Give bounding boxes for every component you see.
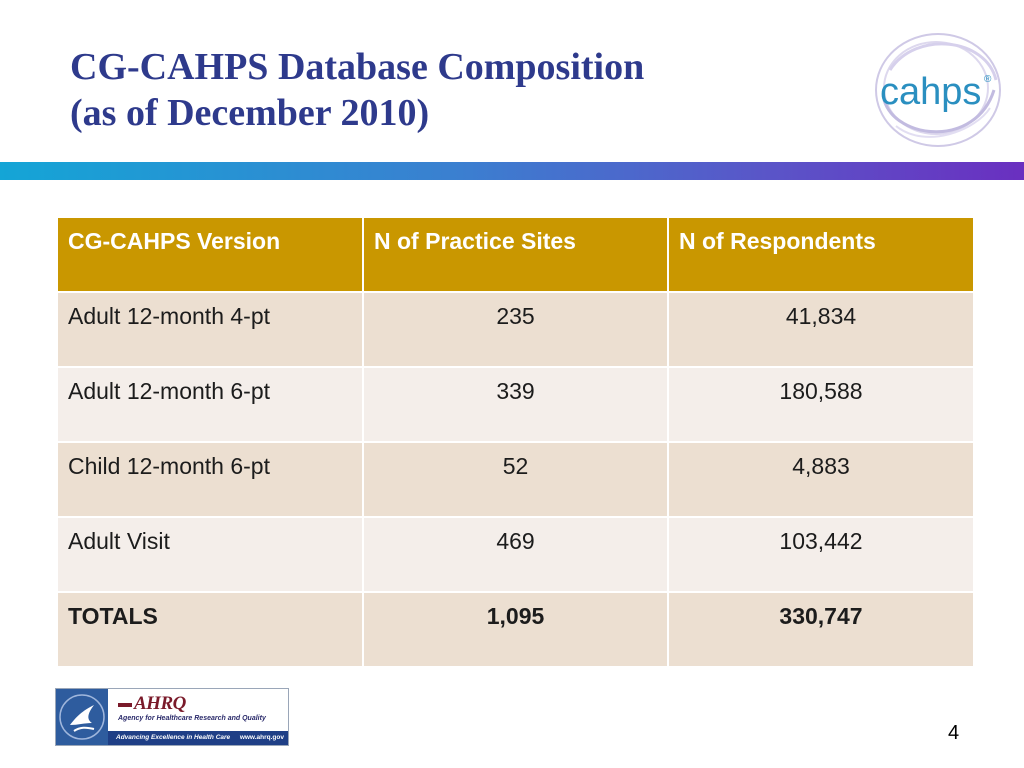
table-totals-row: TOTALS 1,095 330,747 — [56, 591, 975, 668]
cell-respondents: 180,588 — [667, 366, 975, 443]
ahrq-name: AHRQ — [134, 693, 186, 714]
ahrq-url: www.ahrq.gov — [239, 734, 284, 741]
column-header-practice-sites: N of Practice Sites — [362, 216, 669, 293]
cell-practice-sites: 339 — [362, 366, 669, 443]
table-row: Adult Visit 469 103,442 — [56, 516, 975, 593]
cell-practice-sites: 52 — [362, 441, 669, 518]
slide-title-line1: CG-CAHPS Database Composition — [70, 46, 645, 88]
header-divider-band — [0, 162, 1024, 180]
ahrq-tagline-strip: Advancing Excellence in Health Care www.… — [108, 731, 288, 745]
column-header-respondents: N of Respondents — [667, 216, 975, 293]
cell-total-practice-sites: 1,095 — [362, 591, 669, 668]
cell-respondents: 103,442 — [667, 516, 975, 593]
table-row: Child 12-month 6-pt 52 4,883 — [56, 441, 975, 518]
cell-practice-sites: 469 — [362, 516, 669, 593]
cell-total-respondents: 330,747 — [667, 591, 975, 668]
cahps-logo-registered: ® — [984, 74, 992, 85]
ahrq-full-name: Agency for Healthcare Research and Quali… — [118, 715, 266, 722]
database-composition-table: CG-CAHPS Version N of Practice Sites N o… — [56, 216, 975, 668]
hhs-eagle-icon — [56, 689, 108, 745]
page-number: 4 — [948, 722, 960, 744]
table-row: Adult 12-month 4-pt 235 41,834 — [56, 291, 975, 368]
cell-respondents: 41,834 — [667, 291, 975, 368]
cell-practice-sites: 235 — [362, 291, 669, 368]
cahps-logo-text: cahps — [880, 71, 981, 113]
cell-totals-label: TOTALS — [56, 591, 364, 668]
cahps-logo: cahps ® — [866, 30, 1006, 152]
ahrq-wordmark: AHRQ — [118, 693, 186, 715]
column-header-version: CG-CAHPS Version — [56, 216, 364, 293]
ahrq-tagline: Advancing Excellence in Health Care — [116, 734, 231, 741]
slide-title: CG-CAHPS Database Composition (as of Dec… — [70, 44, 644, 136]
table-header-row: CG-CAHPS Version N of Practice Sites N o… — [56, 216, 975, 293]
cell-version: Adult Visit — [56, 516, 364, 593]
cell-version: Adult 12-month 6-pt — [56, 366, 364, 443]
table-row: Adult 12-month 6-pt 339 180,588 — [56, 366, 975, 443]
cell-version: Child 12-month 6-pt — [56, 441, 364, 518]
ahrq-logo: AHRQ Agency for Healthcare Research and … — [55, 688, 289, 746]
slide-title-line2: (as of December 2010) — [70, 92, 430, 134]
cell-version: Adult 12-month 4-pt — [56, 291, 364, 368]
cell-respondents: 4,883 — [667, 441, 975, 518]
